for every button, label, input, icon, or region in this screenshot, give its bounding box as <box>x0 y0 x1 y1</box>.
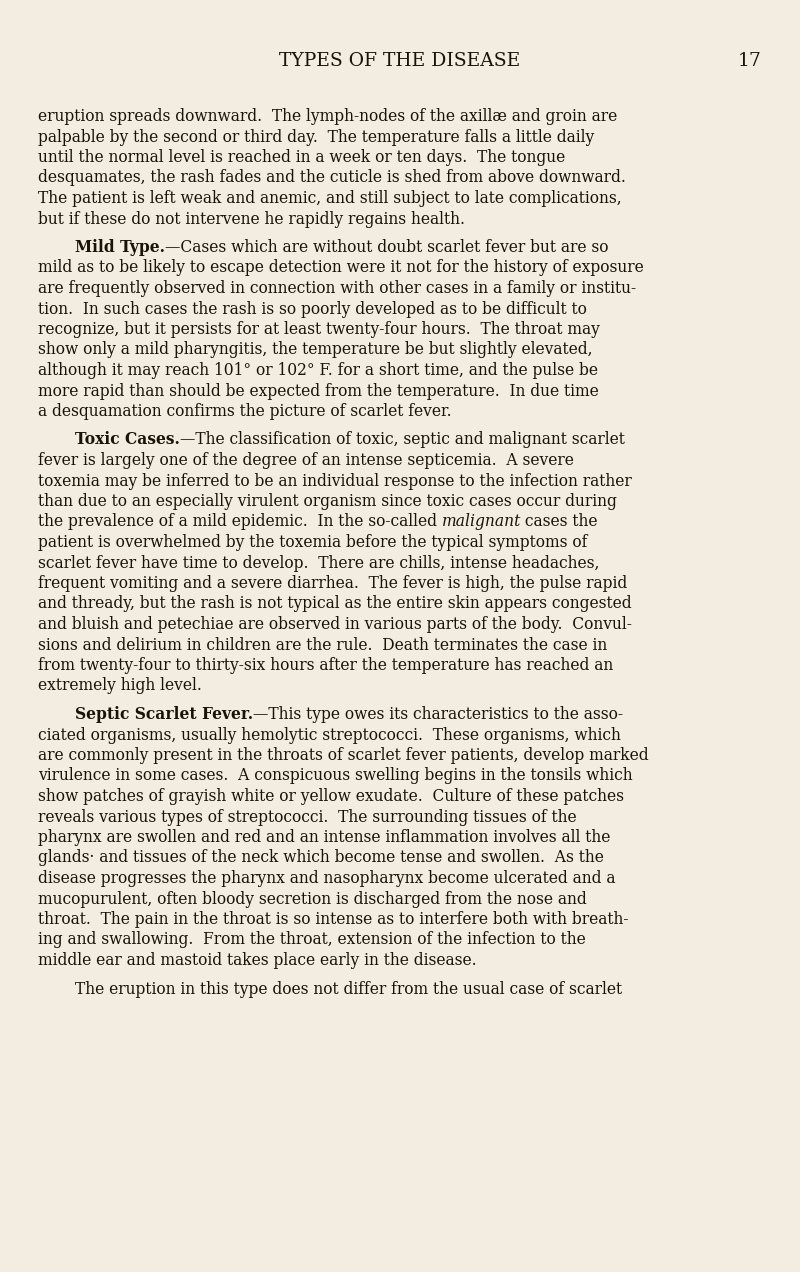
Text: more rapid than should be expected from the temperature.  In due time: more rapid than should be expected from … <box>38 383 598 399</box>
Text: Mild Type.: Mild Type. <box>75 239 165 256</box>
Text: although it may reach 101° or 102° F. for a short time, and the pulse be: although it may reach 101° or 102° F. fo… <box>38 363 598 379</box>
Text: ciated organisms, usually hemolytic streptococci.  These organisms, which: ciated organisms, usually hemolytic stre… <box>38 726 621 744</box>
Text: toxemia may be inferred to be an individual response to the infection rather: toxemia may be inferred to be an individ… <box>38 472 632 490</box>
Text: TYPES OF THE DISEASE: TYPES OF THE DISEASE <box>279 52 521 70</box>
Text: than due to an especially virulent organism since toxic cases occur during: than due to an especially virulent organ… <box>38 494 617 510</box>
Text: fever is largely one of the degree of an intense septicemia.  A severe: fever is largely one of the degree of an… <box>38 452 574 469</box>
Text: palpable by the second or third day.  The temperature falls a little daily: palpable by the second or third day. The… <box>38 128 594 145</box>
Text: glands· and tissues of the neck which become tense and swollen.  As the: glands· and tissues of the neck which be… <box>38 850 604 866</box>
Text: sions and delirium in children are the rule.  Death terminates the case in: sions and delirium in children are the r… <box>38 636 607 654</box>
Text: Toxic Cases.: Toxic Cases. <box>75 431 180 449</box>
Text: malignant: malignant <box>442 514 522 530</box>
Text: 17: 17 <box>738 52 762 70</box>
Text: are frequently observed in connection with other cases in a family or institu-: are frequently observed in connection wi… <box>38 280 636 296</box>
Text: scarlet fever have time to develop.  There are chills, intense headaches,: scarlet fever have time to develop. Ther… <box>38 555 599 571</box>
Text: patient is overwhelmed by the toxemia before the typical symptoms of: patient is overwhelmed by the toxemia be… <box>38 534 587 551</box>
Text: frequent vomiting and a severe diarrhea.  The fever is high, the pulse rapid: frequent vomiting and a severe diarrhea.… <box>38 575 627 591</box>
Text: the prevalence of a mild epidemic.  In the so-called: the prevalence of a mild epidemic. In th… <box>38 514 442 530</box>
Text: Septic Scarlet Fever.: Septic Scarlet Fever. <box>75 706 253 722</box>
Text: ing and swallowing.  From the throat, extension of the infection to the: ing and swallowing. From the throat, ext… <box>38 931 586 949</box>
Text: —The classification of toxic, septic and malignant scarlet: —The classification of toxic, septic and… <box>180 431 625 449</box>
Text: virulence in some cases.  A conspicuous swelling begins in the tonsils which: virulence in some cases. A conspicuous s… <box>38 767 633 785</box>
Text: The eruption in this type does not differ from the usual case of scarlet: The eruption in this type does not diffe… <box>75 981 622 997</box>
Text: pharynx are swollen and red and an intense inflammation involves all the: pharynx are swollen and red and an inten… <box>38 829 610 846</box>
Text: show patches of grayish white or yellow exudate.  Culture of these patches: show patches of grayish white or yellow … <box>38 787 624 805</box>
Text: show only a mild pharyngitis, the temperature be but slightly elevated,: show only a mild pharyngitis, the temper… <box>38 341 593 359</box>
Text: recognize, but it persists for at least twenty-four hours.  The throat may: recognize, but it persists for at least … <box>38 321 600 338</box>
Text: from twenty-four to thirty-six hours after the temperature has reached an: from twenty-four to thirty-six hours aft… <box>38 658 614 674</box>
Text: and thready, but the rash is not typical as the entire skin appears congested: and thready, but the rash is not typical… <box>38 595 632 613</box>
Text: eruption spreads downward.  The lymph-nodes of the axillæ and groin are: eruption spreads downward. The lymph-nod… <box>38 108 618 125</box>
Text: —This type owes its characteristics to the asso-: —This type owes its characteristics to t… <box>253 706 623 722</box>
Text: but if these do not intervene he rapidly regains health.: but if these do not intervene he rapidly… <box>38 210 465 228</box>
Text: cases the: cases the <box>520 514 598 530</box>
Text: reveals various types of streptococci.  The surrounding tissues of the: reveals various types of streptococci. T… <box>38 809 577 826</box>
Text: mild as to be likely to escape detection were it not for the history of exposure: mild as to be likely to escape detection… <box>38 259 644 276</box>
Text: and bluish and petechiae are observed in various parts of the body.  Convul-: and bluish and petechiae are observed in… <box>38 616 632 633</box>
Text: —Cases which are without doubt scarlet fever but are so: —Cases which are without doubt scarlet f… <box>165 239 609 256</box>
Text: extremely high level.: extremely high level. <box>38 678 202 695</box>
Text: mucopurulent, often bloody secretion is discharged from the nose and: mucopurulent, often bloody secretion is … <box>38 890 586 907</box>
Text: middle ear and mastoid takes place early in the disease.: middle ear and mastoid takes place early… <box>38 951 477 969</box>
Text: a desquamation confirms the picture of scarlet fever.: a desquamation confirms the picture of s… <box>38 403 452 420</box>
Text: are commonly present in the throats of scarlet fever patients, develop marked: are commonly present in the throats of s… <box>38 747 649 764</box>
Text: The patient is left weak and anemic, and still subject to late complications,: The patient is left weak and anemic, and… <box>38 190 622 207</box>
Text: throat.  The pain in the throat is so intense as to interfere both with breath-: throat. The pain in the throat is so int… <box>38 911 629 929</box>
Text: desquamates, the rash fades and the cuticle is shed from above downward.: desquamates, the rash fades and the cuti… <box>38 169 626 187</box>
Text: disease progresses the pharynx and nasopharynx become ulcerated and a: disease progresses the pharynx and nasop… <box>38 870 615 887</box>
Text: until the normal level is reached in a week or ten days.  The tongue: until the normal level is reached in a w… <box>38 149 566 167</box>
Text: tion.  In such cases the rash is so poorly developed as to be difficult to: tion. In such cases the rash is so poorl… <box>38 300 587 318</box>
